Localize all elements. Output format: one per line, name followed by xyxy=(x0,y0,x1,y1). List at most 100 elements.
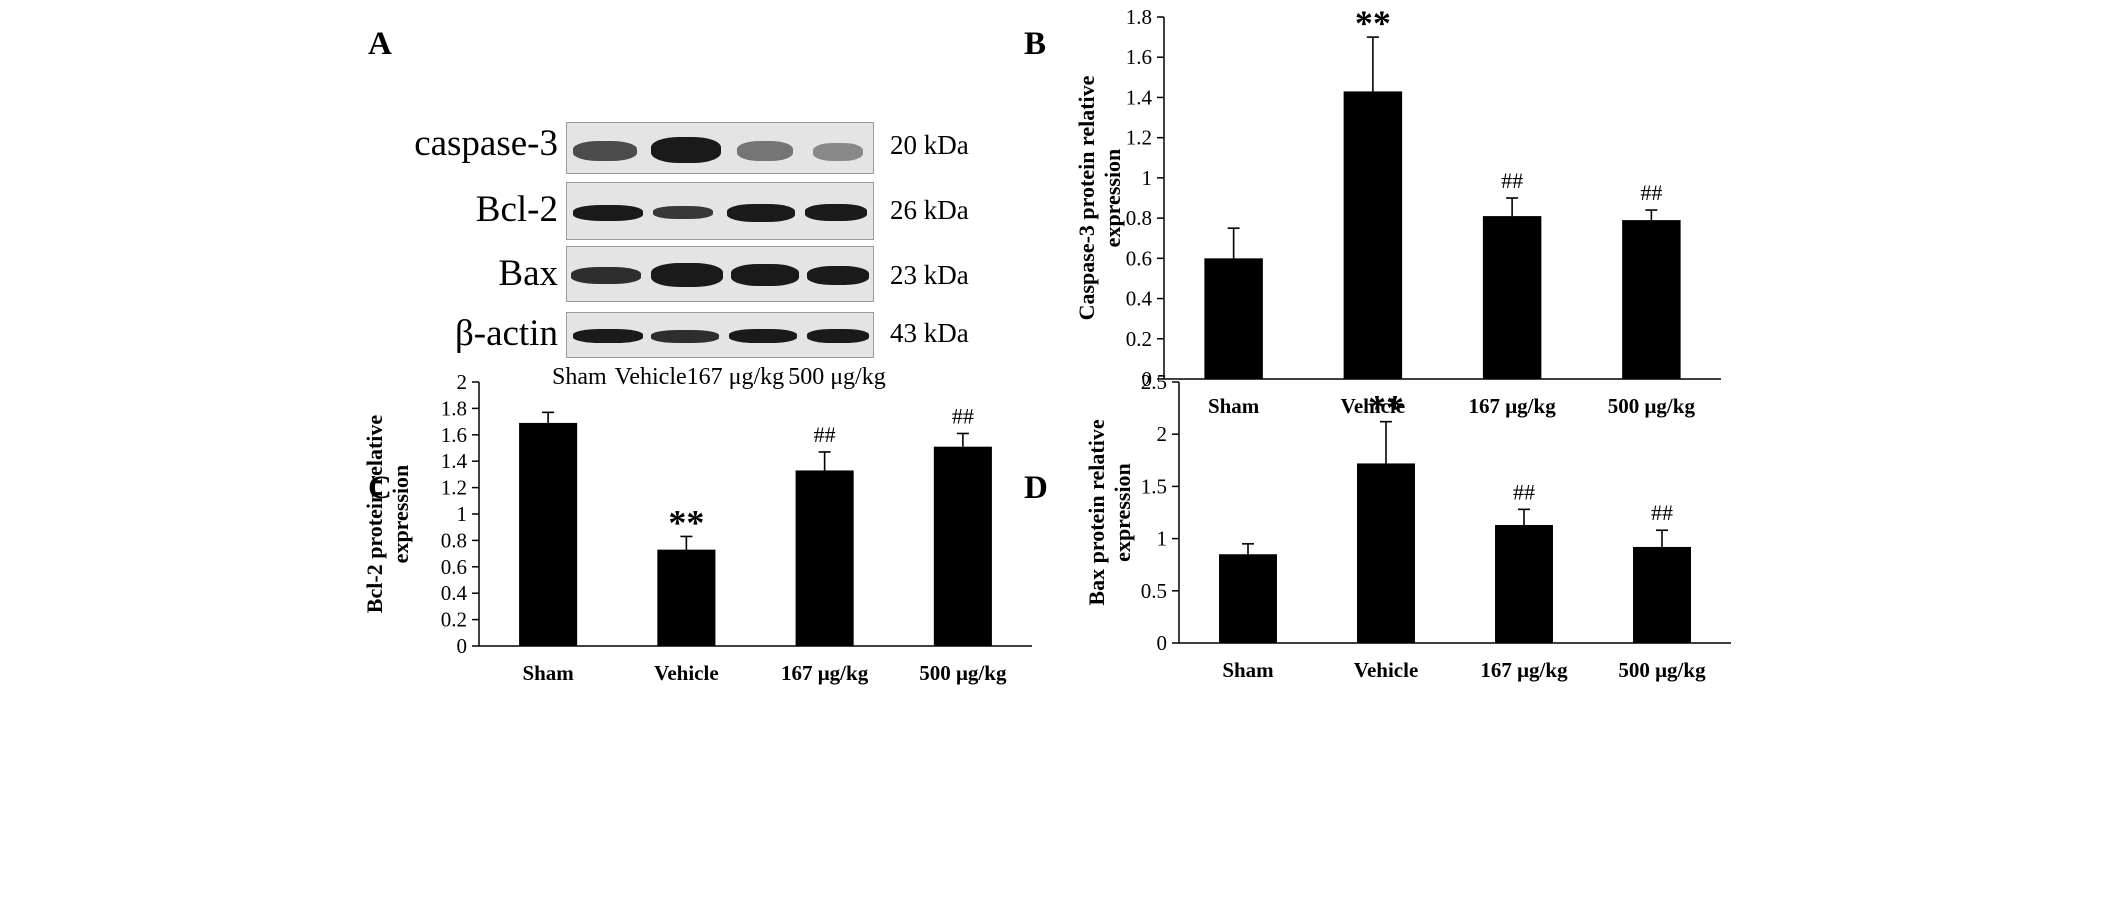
significance-annotation: ** xyxy=(1368,388,1404,428)
x-tick-label: Vehicle xyxy=(654,661,719,685)
x-tick-label: 500 μg/kg xyxy=(1608,394,1696,418)
y-tick-label: 1.6 xyxy=(1126,45,1152,69)
x-tick-label: 500 μg/kg xyxy=(1618,658,1706,682)
y-axis-label-line-1: Bax protein relative xyxy=(1084,419,1109,605)
bar xyxy=(519,422,578,646)
panel-letter-b: B xyxy=(1024,26,1047,62)
y-axis-label-line-2: expression xyxy=(1110,463,1135,562)
y-tick-label: 0 xyxy=(1157,631,1168,655)
lane-labels: Sham Vehicle 167 μg/kg 500 μg/kg xyxy=(552,364,892,391)
protein-label-beta-actin: β-actin xyxy=(454,313,558,354)
blot-band xyxy=(727,204,795,222)
bar xyxy=(1482,216,1542,379)
blot-band xyxy=(653,206,713,219)
x-tick-label: Sham xyxy=(522,661,574,685)
x-tick-label: 167 μg/kg xyxy=(1480,658,1568,682)
y-axis-label-line-1: Bcl-2 protein relative xyxy=(362,415,387,614)
y-tick-label: 1 xyxy=(1142,166,1153,190)
blot-band xyxy=(573,205,643,221)
blot-band xyxy=(737,141,793,161)
bar xyxy=(933,446,992,646)
x-tick-label: 167 μg/kg xyxy=(1469,394,1557,418)
blot-band xyxy=(571,267,641,284)
bar xyxy=(1357,463,1415,643)
protein-label-bax: Bax xyxy=(498,253,558,294)
y-tick-label: 1 xyxy=(457,502,468,526)
y-tick-label: 0.4 xyxy=(441,581,468,605)
x-tick-label: 500 μg/kg xyxy=(919,661,1007,685)
lane-label-500: 500 μg/kg xyxy=(788,364,886,390)
panel-letter-d: D xyxy=(1024,470,1048,506)
significance-annotation: ## xyxy=(952,403,974,428)
blot-band xyxy=(651,263,723,287)
bar xyxy=(795,470,854,646)
bar xyxy=(1219,554,1277,643)
y-tick-label: 0 xyxy=(1142,367,1153,391)
lane-label-167: 167 μg/kg xyxy=(686,364,785,390)
protein-label-bcl-2: Bcl-2 xyxy=(475,189,558,230)
y-tick-label: 1.6 xyxy=(441,423,467,447)
significance-annotation: ## xyxy=(1501,168,1523,193)
x-tick-label: Sham xyxy=(1222,658,1274,682)
blot-strip-caspase-3 xyxy=(566,122,874,174)
y-tick-label: 0.2 xyxy=(441,608,467,632)
x-tick-label: 167 μg/kg xyxy=(781,661,869,685)
significance-annotation: ## xyxy=(1513,479,1535,504)
bar xyxy=(657,549,716,646)
y-axis-label-line-2: expression xyxy=(388,465,413,564)
kda-label-caspase-3: 20 kDa xyxy=(890,130,969,160)
kda-label-bcl-2: 26 kDa xyxy=(890,195,969,225)
kda-label-beta-actin: 43 kDa xyxy=(890,318,969,348)
lane-label-sham: Sham xyxy=(552,364,607,390)
y-tick-label: 2 xyxy=(457,370,468,394)
y-tick-label: 1.4 xyxy=(441,449,468,473)
x-tick-label: Vehicle xyxy=(1341,394,1406,418)
blot-band xyxy=(731,264,799,286)
bar xyxy=(1343,91,1403,380)
blot-band xyxy=(807,266,869,285)
blot-band xyxy=(573,329,643,343)
blot-band xyxy=(729,329,797,343)
western-blot-panel: caspase-3 Bcl-2 Bax β-actin 20 kDa 26 kD… xyxy=(378,118,998,418)
y-tick-label: 1.8 xyxy=(1126,5,1152,29)
significance-annotation: ## xyxy=(1651,500,1673,525)
y-tick-label: 0.4 xyxy=(1126,287,1153,311)
significance-annotation: ## xyxy=(1640,180,1662,205)
y-tick-label: 0.8 xyxy=(441,528,467,552)
significance-annotation: ** xyxy=(1355,3,1391,43)
y-tick-label: 1.5 xyxy=(1141,474,1167,498)
blot-band xyxy=(805,204,867,221)
blot-strip-bax xyxy=(566,246,874,302)
y-tick-label: 0.8 xyxy=(1126,206,1152,230)
blot-band xyxy=(573,141,637,161)
bar xyxy=(1622,220,1681,379)
y-tick-label: 0.6 xyxy=(441,555,467,579)
y-tick-label: 2.5 xyxy=(1141,370,1167,394)
bar xyxy=(1204,258,1263,379)
blot-band xyxy=(651,137,721,163)
caspase-3-bar-chart: 0 0.2 0.4 0.6 0.8 1 1.2 1.4 1.6 1.8 Caspase-3 prot… xyxy=(1074,3,1721,418)
y-tick-label: 1.8 xyxy=(441,396,467,420)
significance-annotation: ## xyxy=(814,422,836,447)
y-tick-label: 1 xyxy=(1157,527,1168,551)
panel-letter-c: C xyxy=(368,470,392,506)
y-tick-label: 1.4 xyxy=(1126,85,1153,109)
x-tick-label: Vehicle xyxy=(1354,658,1419,682)
y-axis-label-line-1: Caspase-3 protein relative xyxy=(1074,75,1099,320)
y-tick-label: 0.2 xyxy=(1126,327,1152,351)
x-tick-label: Sham xyxy=(1208,394,1260,418)
y-axis-label-line-2: expression xyxy=(1100,149,1125,248)
y-tick-label: 0.6 xyxy=(1126,246,1152,270)
blot-band xyxy=(651,330,719,343)
kda-label-bax: 23 kDa xyxy=(890,260,969,290)
lane-label-vehicle: Vehicle xyxy=(614,364,687,390)
y-tick-label: 1.2 xyxy=(1126,126,1152,150)
bcl-2-bar-chart: 00.2 0.40.6 0.811.2 1.41.6 1.82 Bcl-2 protein… xyxy=(362,370,1032,685)
y-tick-label: 2 xyxy=(1157,422,1168,446)
y-tick-label: 1.2 xyxy=(441,476,467,500)
significance-annotation: ** xyxy=(668,502,704,542)
protein-label-caspase-3: caspase-3 xyxy=(414,123,558,164)
panel-letter-a: A xyxy=(368,26,392,62)
blot-strip-bcl-2 xyxy=(566,182,874,240)
bax-bar-chart: 0 0.5 1 1.5 2 2.5 Bax protein relative expressi… xyxy=(1084,370,1731,682)
